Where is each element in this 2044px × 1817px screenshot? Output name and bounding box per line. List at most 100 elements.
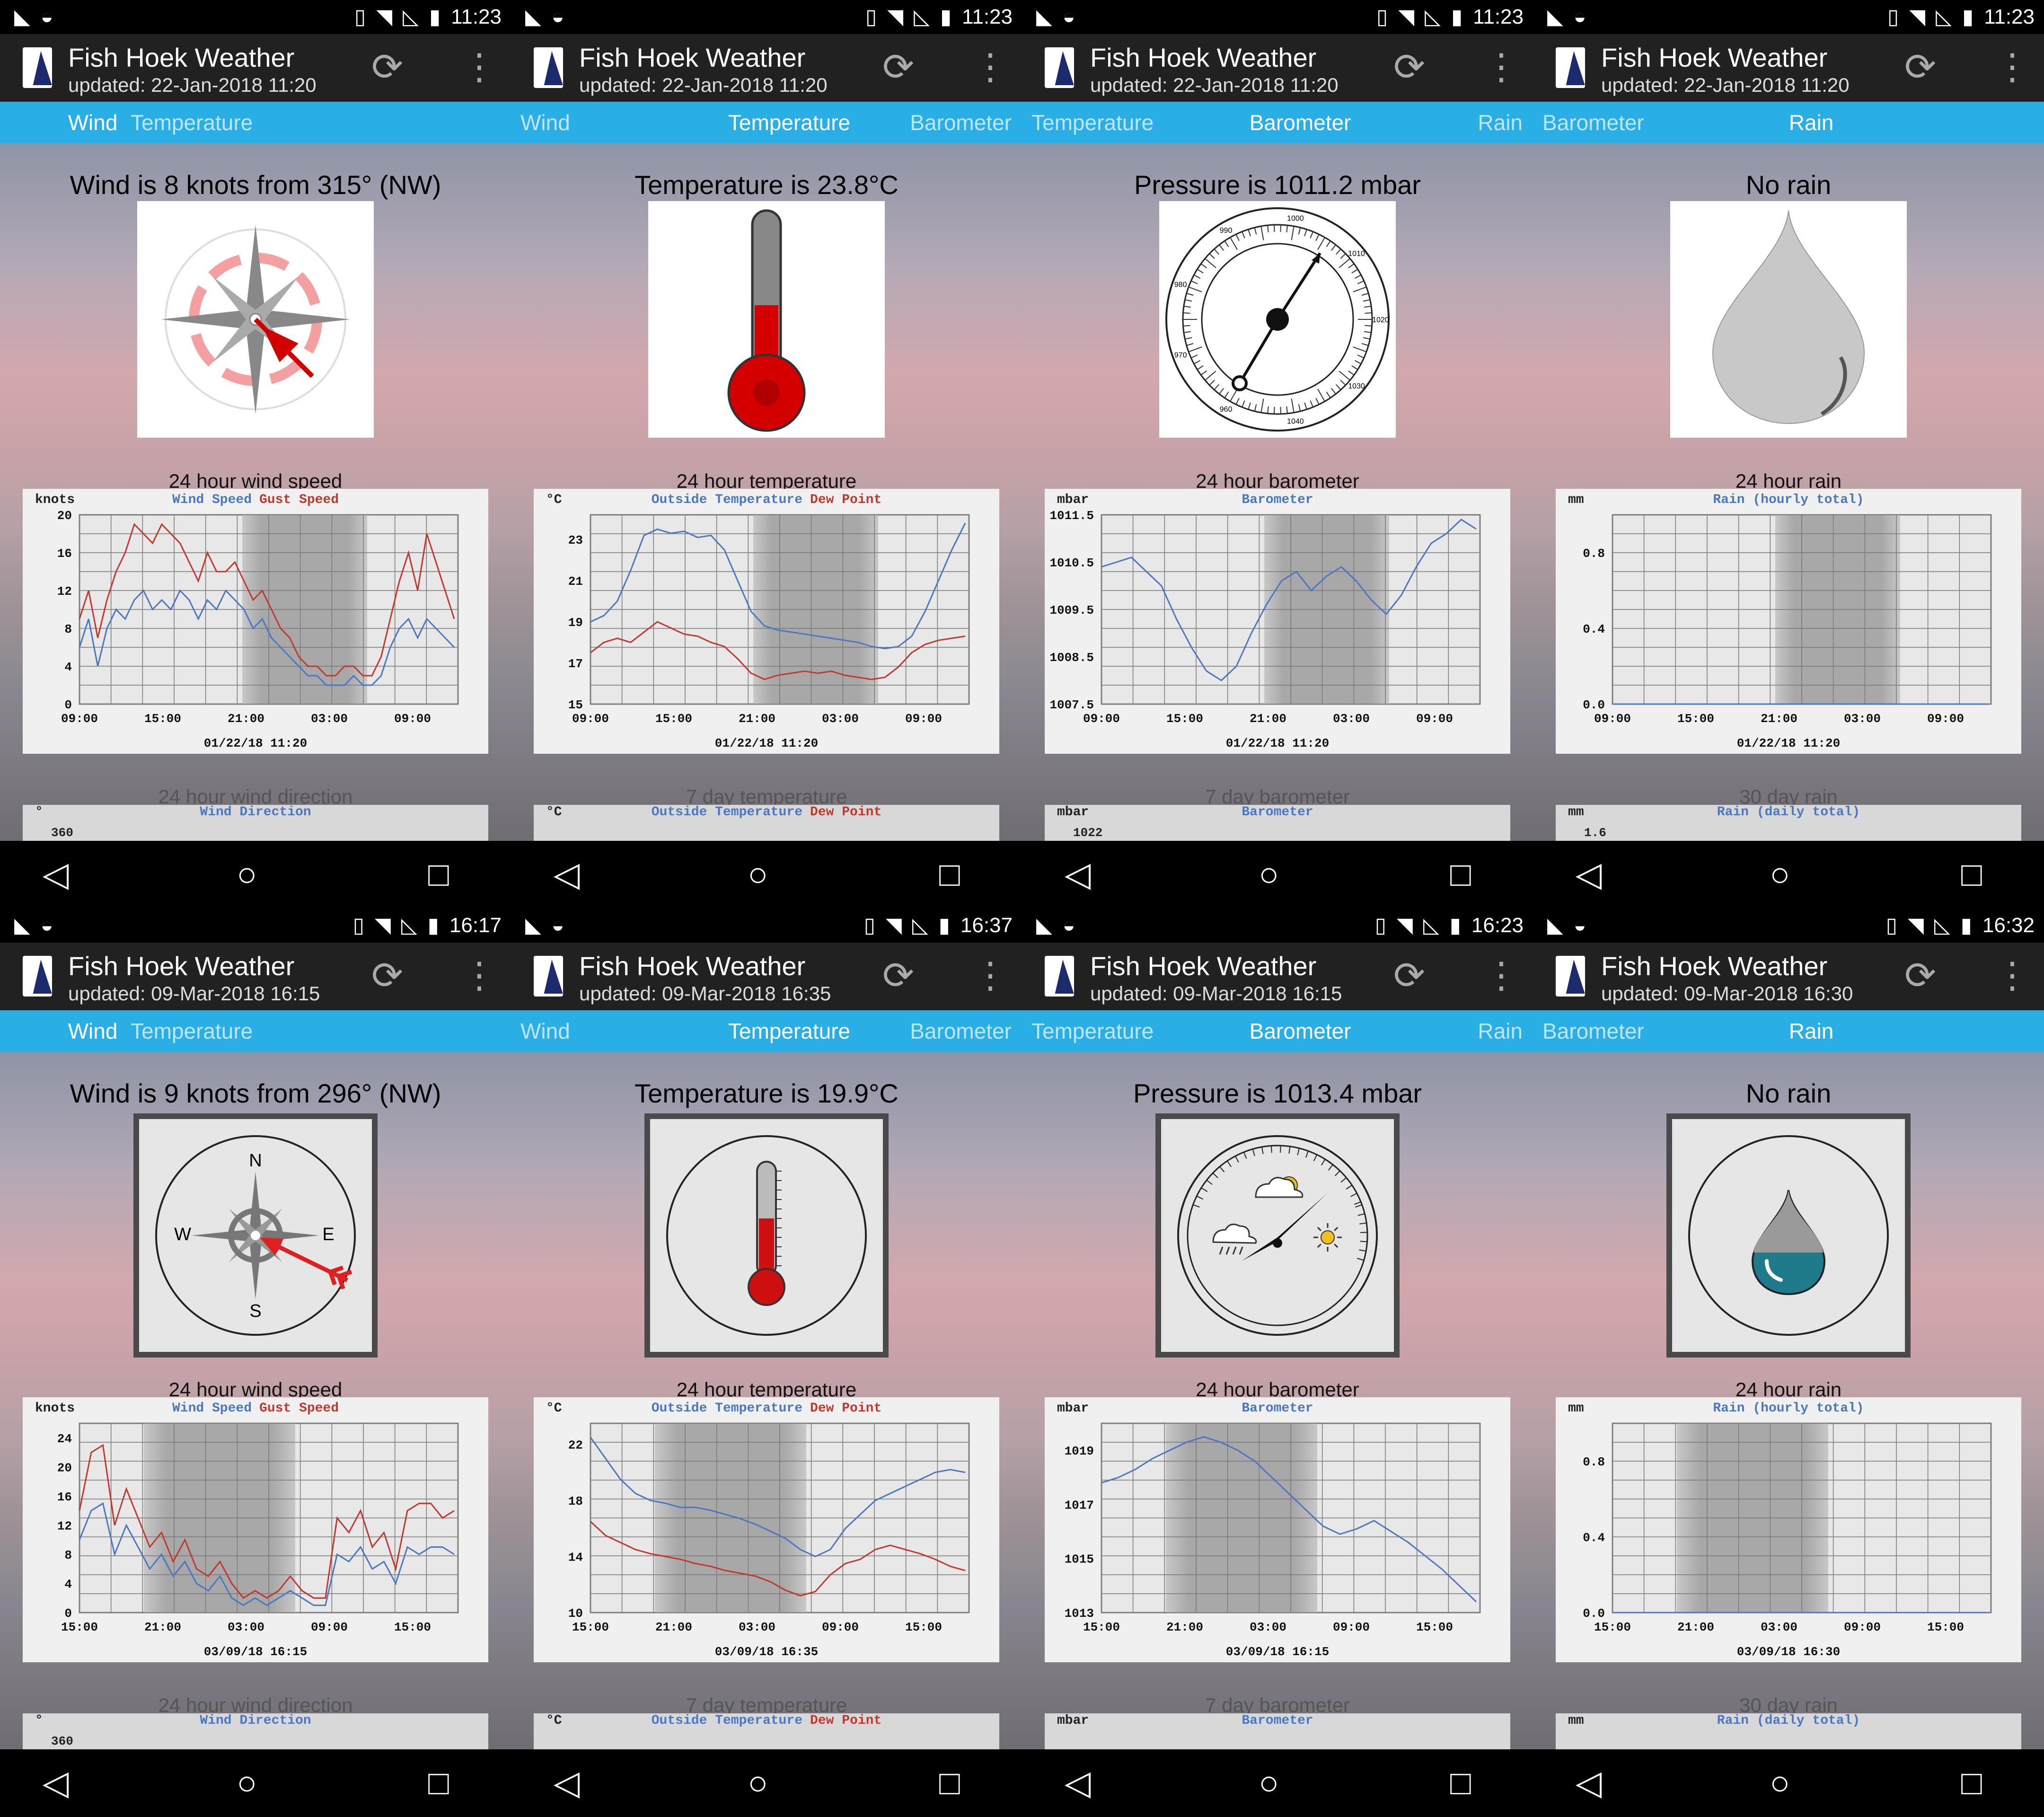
x-tick-label: 09:00 bbox=[311, 1620, 348, 1634]
tab-temperature[interactable]: Temperature bbox=[1031, 110, 1154, 135]
x-tick-label: 15:00 bbox=[905, 1620, 942, 1634]
raindrop-gauge bbox=[1670, 201, 1907, 438]
recents-icon[interactable]: □ bbox=[428, 1764, 449, 1802]
refresh-icon[interactable]: ⟳ bbox=[371, 954, 404, 997]
tab-barometer[interactable]: Barometer bbox=[1249, 110, 1351, 135]
home-icon[interactable]: ○ bbox=[237, 856, 257, 893]
more-vert-icon[interactable]: ⋮ bbox=[1483, 47, 1519, 87]
tab-barometer[interactable]: Barometer bbox=[910, 110, 1012, 135]
tab-barometer[interactable]: Barometer bbox=[1249, 1019, 1351, 1043]
y-tick-label: 4 bbox=[64, 1577, 72, 1591]
status-notifications: ◣ ◒ bbox=[525, 5, 574, 29]
home-icon[interactable]: ○ bbox=[1770, 856, 1790, 893]
home-icon[interactable]: ○ bbox=[748, 856, 768, 893]
legend-entry: Barometer bbox=[1242, 493, 1313, 507]
vibrate-icon: ▯ bbox=[354, 5, 366, 28]
status-notifications: ◣ ◒ bbox=[1036, 913, 1085, 938]
dial-label: 960 bbox=[1220, 406, 1233, 414]
x-tick-label: 03:00 bbox=[739, 1620, 775, 1634]
app-logo-icon bbox=[23, 47, 52, 88]
dial-label: 1030 bbox=[1348, 382, 1365, 390]
more-vert-icon[interactable]: ⋮ bbox=[1994, 955, 2030, 996]
tab-wind[interactable]: Wind bbox=[68, 110, 118, 135]
more-vert-icon[interactable]: ⋮ bbox=[1483, 955, 1519, 996]
phone-screen-6: ◣ ◒ ▯ ◥ ◺ ▮ 16:37 Fish Hoek Weather updated: 09-… bbox=[511, 908, 1022, 1817]
x-tick-label: 21:00 bbox=[1166, 1620, 1203, 1634]
refresh-icon[interactable]: ⟳ bbox=[882, 954, 915, 997]
recents-icon[interactable]: □ bbox=[939, 1764, 960, 1802]
home-icon[interactable]: ○ bbox=[1770, 1764, 1790, 1802]
tab-temperature[interactable]: Temperature bbox=[131, 110, 253, 135]
tab-temperature[interactable]: Temperature bbox=[1031, 1019, 1154, 1043]
more-vert-icon[interactable]: ⋮ bbox=[972, 47, 1008, 87]
dial-label: 1040 bbox=[1287, 418, 1304, 426]
recents-icon[interactable]: □ bbox=[1450, 856, 1471, 893]
x-tick-label: 09:00 bbox=[1333, 1620, 1370, 1634]
back-icon[interactable]: ◁ bbox=[1576, 1764, 1602, 1802]
tab-wind[interactable]: Wind bbox=[68, 1019, 118, 1043]
status-bar: ◣ ◒ ▯ ◥ ◺ ▮ 16:23 bbox=[1022, 908, 1533, 943]
tab-rain[interactable]: Rain bbox=[1478, 110, 1523, 135]
back-icon[interactable]: ◁ bbox=[1065, 856, 1091, 893]
home-icon[interactable]: ○ bbox=[237, 1764, 257, 1802]
vibrate-icon: ▯ bbox=[865, 5, 877, 28]
compass-letter: W bbox=[174, 1225, 191, 1244]
tab-barometer[interactable]: Barometer bbox=[1542, 110, 1644, 135]
tab-wind[interactable]: Wind bbox=[520, 1019, 570, 1043]
x-tick-label: 15:00 bbox=[1083, 1620, 1120, 1634]
tab-barometer[interactable]: Barometer bbox=[1542, 1019, 1644, 1043]
dial-label: 1000 bbox=[1287, 214, 1304, 222]
back-icon[interactable]: ◁ bbox=[1065, 1764, 1091, 1802]
back-icon[interactable]: ◁ bbox=[43, 856, 69, 893]
x-tick-label: 21:00 bbox=[1677, 1620, 1714, 1634]
legend-entry: Barometer bbox=[1242, 805, 1313, 820]
tab-wind[interactable]: Wind bbox=[520, 110, 570, 135]
refresh-icon[interactable]: ⟳ bbox=[1904, 954, 1937, 997]
tab-rain[interactable]: Rain bbox=[1788, 1019, 1834, 1043]
chart-unit: °C bbox=[546, 1401, 562, 1416]
tab-temperature[interactable]: Temperature bbox=[728, 1019, 851, 1043]
updated-timestamp: updated: 22-Jan-2018 11:20 bbox=[579, 74, 828, 96]
wind-gauge: N E S W bbox=[133, 1113, 378, 1358]
x-tick-label: 15:00 bbox=[1927, 1620, 1964, 1634]
refresh-icon[interactable]: ⟳ bbox=[371, 46, 404, 88]
dial-label: 1010 bbox=[1348, 250, 1365, 258]
next-chart-first-tick: 1022 bbox=[1073, 826, 1103, 840]
more-vert-icon[interactable]: ⋮ bbox=[461, 955, 497, 996]
refresh-icon[interactable]: ⟳ bbox=[1904, 46, 1937, 88]
more-vert-icon[interactable]: ⋮ bbox=[972, 955, 1008, 996]
tab-rain[interactable]: Rain bbox=[1478, 1019, 1523, 1043]
current-reading: Temperature is 19.9°C bbox=[634, 1078, 899, 1108]
recents-icon[interactable]: □ bbox=[939, 856, 960, 893]
app-title: Fish Hoek Weather bbox=[68, 951, 295, 981]
home-icon[interactable]: ○ bbox=[748, 1764, 768, 1802]
refresh-icon[interactable]: ⟳ bbox=[1393, 954, 1426, 997]
vibrate-icon: ▯ bbox=[1885, 914, 1897, 937]
next-chart-legend: Rain (daily total) bbox=[1556, 805, 2021, 820]
refresh-icon[interactable]: ⟳ bbox=[882, 46, 915, 88]
tab-rain[interactable]: Rain bbox=[1788, 110, 1834, 135]
home-icon[interactable]: ○ bbox=[1259, 856, 1279, 893]
back-icon[interactable]: ◁ bbox=[1576, 856, 1602, 893]
recents-icon[interactable]: □ bbox=[1961, 1764, 1982, 1802]
more-vert-icon[interactable]: ⋮ bbox=[461, 47, 497, 87]
more-vert-icon[interactable]: ⋮ bbox=[1994, 47, 2030, 87]
y-tick-label: 0.4 bbox=[1583, 1531, 1605, 1545]
notification-app-icon: ◣ bbox=[525, 5, 541, 28]
tab-barometer[interactable]: Barometer bbox=[910, 1019, 1012, 1043]
back-icon[interactable]: ◁ bbox=[554, 1764, 580, 1802]
back-icon[interactable]: ◁ bbox=[43, 1764, 69, 1802]
recents-icon[interactable]: □ bbox=[1961, 856, 1982, 893]
notification-app-icon: ◣ bbox=[1036, 914, 1052, 937]
app-bar: Fish Hoek Weather updated: 22-Jan-2018 11… bbox=[511, 34, 1022, 102]
recents-icon[interactable]: □ bbox=[428, 856, 449, 893]
app-bar: Fish Hoek Weather updated: 09-Mar-2018 16… bbox=[511, 943, 1022, 1010]
refresh-icon[interactable]: ⟳ bbox=[1393, 46, 1426, 88]
back-icon[interactable]: ◁ bbox=[554, 856, 580, 893]
home-icon[interactable]: ○ bbox=[1259, 1764, 1279, 1802]
tab-temperature[interactable]: Temperature bbox=[131, 1019, 253, 1043]
tab-temperature[interactable]: Temperature bbox=[728, 110, 851, 135]
chart-unit: mm bbox=[1568, 493, 1584, 507]
recents-icon[interactable]: □ bbox=[1450, 1764, 1471, 1802]
series-line-secondary bbox=[79, 523, 455, 677]
